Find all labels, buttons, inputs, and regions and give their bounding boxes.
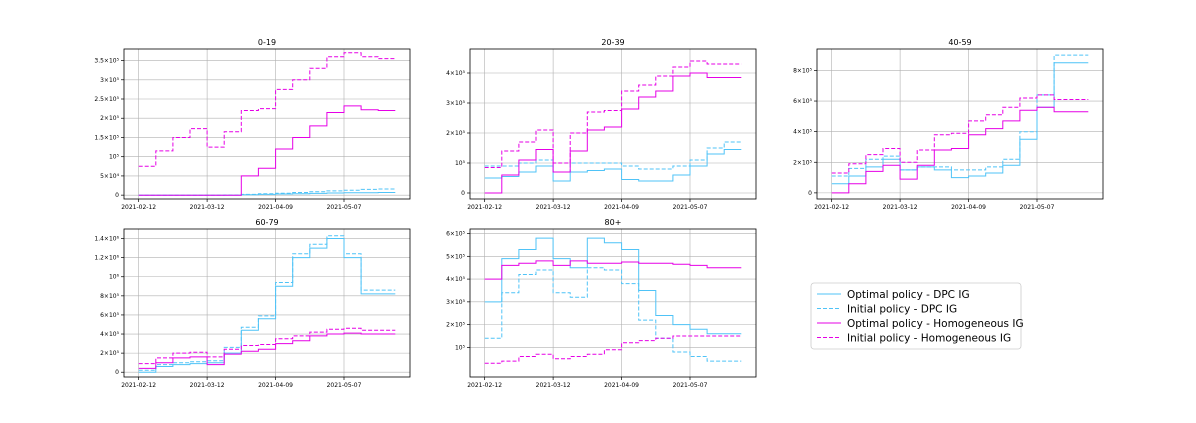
y-tick-label: 0 xyxy=(461,190,465,197)
y-tick-label: 3×10⁵ xyxy=(446,100,465,107)
x-tick-label: 2021-03-12 xyxy=(536,382,571,389)
y-tick-label: 10⁶ xyxy=(109,274,120,281)
legend-label: Optimal policy - DPC IG xyxy=(847,289,970,301)
y-tick-label: 3×10⁵ xyxy=(446,299,465,306)
x-tick-label: 2021-05-07 xyxy=(673,204,708,211)
series-line-init_dpc xyxy=(138,235,396,371)
x-tick-label: 2021-05-07 xyxy=(327,204,362,211)
y-tick-label: 10⁵ xyxy=(455,344,466,351)
subplot-2: 0 10⁵ 2×10⁵ 3×10⁵ 4×10⁵ 2021-02-12 2021-03-12 2… xyxy=(446,38,757,211)
y-tick-label: 5×10⁴ xyxy=(100,173,119,180)
legend-frame xyxy=(810,282,1022,350)
series-line-init_dpc xyxy=(484,267,742,362)
series-line-init_dpc xyxy=(831,54,1089,177)
series-line-opt_dpc xyxy=(484,149,742,182)
plot-frame xyxy=(469,48,757,200)
series-line-init_hom xyxy=(138,52,396,167)
x-tick-label: 2021-04-09 xyxy=(604,382,639,389)
y-tick-label: 0 xyxy=(115,192,119,199)
subplot-title: 60-79 xyxy=(255,218,278,227)
y-tick-label: 10⁵ xyxy=(455,160,466,167)
series-line-init_hom xyxy=(138,327,396,365)
x-tick-label: 2021-02-12 xyxy=(121,382,156,389)
subplot-title: 0-19 xyxy=(258,38,276,47)
y-tick-label: 3.5×10⁵ xyxy=(94,58,119,65)
y-tick-label: 1.2×10⁶ xyxy=(94,255,119,262)
series-line-opt_hom xyxy=(831,106,1089,194)
legend-label: Initial policy - Homogeneous IG xyxy=(847,333,1011,345)
series-line-init_dpc xyxy=(484,141,742,173)
series-line-opt_hom xyxy=(138,332,396,369)
y-tick-label: 2×10⁵ xyxy=(100,350,119,357)
y-tick-label: 6×10⁵ xyxy=(793,98,812,105)
plot-frame xyxy=(469,228,757,378)
y-tick-label: 2×10⁵ xyxy=(100,115,119,122)
y-tick-label: 1.4×10⁶ xyxy=(94,236,119,243)
y-tick-label: 0 xyxy=(115,369,119,376)
x-tick-label: 2021-03-12 xyxy=(190,382,225,389)
y-tick-label: 4×10⁵ xyxy=(446,276,465,283)
y-tick-label: 5×10⁵ xyxy=(446,253,465,260)
x-tick-label: 2021-04-09 xyxy=(258,204,293,211)
y-tick-label: 2.5×10⁵ xyxy=(94,96,119,103)
y-tick-label: 6×10⁵ xyxy=(100,312,119,319)
y-tick-label: 8×10⁵ xyxy=(793,67,812,74)
series-line-opt_dpc xyxy=(138,238,396,373)
x-tick-label: 2021-02-12 xyxy=(467,382,502,389)
x-tick-label: 2021-02-12 xyxy=(467,204,502,211)
x-tick-label: 2021-04-09 xyxy=(604,204,639,211)
subplot-grid: 0 5×10⁴ 10⁵ 1.5×10⁵ 2×10⁵ 2.5×10⁵ 3×10⁵ 3.5×10⁵… xyxy=(94,38,1104,389)
x-tick-label: 2021-03-12 xyxy=(883,204,918,211)
series-line-init_hom xyxy=(484,335,742,364)
plot-frame xyxy=(123,48,411,200)
y-tick-label: 6×10⁵ xyxy=(446,231,465,238)
y-tick-label: 2×10⁵ xyxy=(446,322,465,329)
subplot-title: 40-59 xyxy=(948,38,971,47)
y-tick-label: 1.5×10⁵ xyxy=(94,134,119,141)
y-tick-label: 4×10⁵ xyxy=(100,331,119,338)
legend: Optimal policy - DPC IG Initial policy - … xyxy=(810,282,1024,350)
y-tick-label: 8×10⁵ xyxy=(100,293,119,300)
y-tick-label: 4×10⁵ xyxy=(793,129,812,136)
y-tick-label: 4×10⁵ xyxy=(446,70,465,77)
subplot-3: 0 2×10⁵ 4×10⁵ 6×10⁵ 8×10⁵ 2021-02-12 2021-03-1… xyxy=(793,38,1104,211)
subplot-1: 0 5×10⁴ 10⁵ 1.5×10⁵ 2×10⁵ 2.5×10⁵ 3×10⁵ 3.5×10⁵… xyxy=(94,38,411,211)
y-tick-label: 0 xyxy=(808,190,812,197)
series-line-init_hom xyxy=(831,94,1089,174)
x-tick-label: 2021-04-09 xyxy=(951,204,986,211)
y-tick-label: 3×10⁵ xyxy=(100,77,119,84)
x-tick-label: 2021-04-09 xyxy=(258,382,293,389)
series-line-init_dpc xyxy=(138,188,396,196)
series-line-opt_hom xyxy=(484,72,742,194)
series-line-init_hom xyxy=(484,60,742,168)
series-line-opt_dpc xyxy=(484,237,742,335)
series-line-opt_dpc xyxy=(831,62,1089,185)
series-line-opt_hom xyxy=(138,105,396,196)
y-tick-label: 2×10⁵ xyxy=(793,159,812,166)
plot-frame xyxy=(816,48,1104,200)
x-tick-label: 2021-05-07 xyxy=(673,382,708,389)
y-tick-label: 2×10⁵ xyxy=(446,130,465,137)
plot-frame xyxy=(123,228,411,378)
series-line-opt_hom xyxy=(484,260,742,280)
x-tick-label: 2021-05-07 xyxy=(327,382,362,389)
subplot-5: 10⁵ 2×10⁵ 3×10⁵ 4×10⁵ 5×10⁵ 6×10⁵ 2021-02-12 20… xyxy=(446,218,757,389)
x-tick-label: 2021-02-12 xyxy=(121,204,156,211)
subplot-4: 0 2×10⁵ 4×10⁵ 6×10⁵ 8×10⁵ 10⁶ 1.2×10⁶ 1.4×10⁶ 20… xyxy=(94,218,411,389)
legend-label: Initial policy - DPC IG xyxy=(847,304,957,316)
x-tick-label: 2021-02-12 xyxy=(814,204,849,211)
subplot-title: 20-39 xyxy=(601,38,624,47)
subplot-title: 80+ xyxy=(605,218,622,227)
x-tick-label: 2021-05-07 xyxy=(1020,204,1055,211)
x-tick-label: 2021-03-12 xyxy=(190,204,225,211)
y-tick-label: 10⁵ xyxy=(109,154,120,161)
legend-label: Optimal policy - Homogeneous IG xyxy=(847,318,1024,330)
x-tick-label: 2021-03-12 xyxy=(536,204,571,211)
